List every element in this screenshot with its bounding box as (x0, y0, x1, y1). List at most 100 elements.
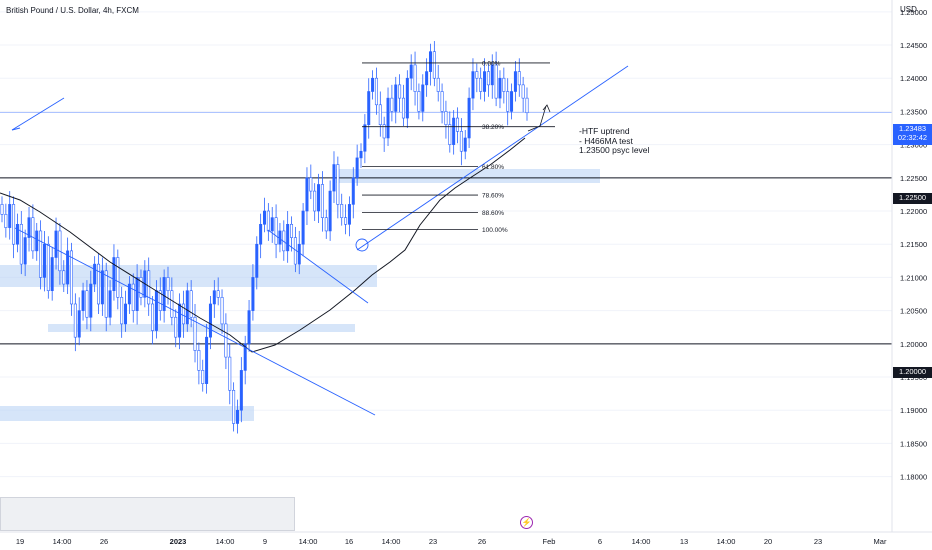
candle-body (506, 91, 510, 112)
candle-body (459, 131, 463, 152)
time-tick-label: Feb (543, 537, 556, 546)
time-tick-label: 20 (764, 537, 772, 546)
time-tick-label: 23 (429, 537, 437, 546)
price-tick-label: 1.21000 (900, 273, 927, 282)
candle-body (108, 290, 112, 318)
candle-body (139, 277, 143, 298)
price-tick-label: 1.20000 (900, 340, 927, 349)
candle-body (486, 71, 490, 86)
candle-body (262, 210, 266, 225)
candle-body (23, 237, 27, 265)
candle-body (398, 84, 402, 99)
price-axis[interactable]: 1.25000 1.24500 1.24000 1.23500 1.23000 1.225… (891, 0, 927, 532)
candle-body (247, 310, 251, 345)
candle-body (0, 204, 4, 215)
candle-body (517, 71, 521, 86)
candle-body (127, 283, 131, 305)
candle-body (208, 303, 212, 338)
candle-body (116, 257, 120, 298)
candle-body (220, 297, 224, 325)
candle-body (405, 77, 409, 119)
note-line: -HTF uptrend (579, 126, 630, 136)
time-tick-label: 14:00 (632, 537, 651, 546)
time-tick-label: 13 (680, 537, 688, 546)
candle-body (66, 250, 70, 285)
fib-level-label: -27.00% (482, 0, 506, 1)
arrow-tip (11, 127, 21, 131)
candle-body (77, 310, 81, 338)
candle-body (297, 243, 301, 265)
candle-body (31, 217, 35, 252)
candle-body (413, 64, 417, 92)
candle-body (266, 210, 270, 232)
fib-level-label: 78.60% (482, 193, 504, 200)
trend-line (267, 229, 369, 304)
zone-rect (48, 324, 355, 332)
candle-body (201, 370, 205, 384)
time-tick-label: 14:00 (299, 537, 318, 546)
trend-drawings[interactable] (0, 65, 629, 416)
candle-body (100, 270, 104, 305)
fibonacci-retracement[interactable]: -27.00% 0.00% 38.20% 61.80% 78.60% 88.60% 100.… (362, 0, 555, 234)
time-tick-label: 14:00 (216, 537, 235, 546)
candle-body (39, 230, 43, 278)
chart-title: British Pound / U.S. Dollar, 4h, FXCM (6, 6, 139, 15)
swing-low-marker (355, 238, 369, 252)
price-tick-label: 1.18500 (900, 439, 927, 448)
economic-event-icon[interactable]: ⚡ (520, 516, 533, 529)
volume-panel-placeholder (0, 497, 295, 531)
candle-body (97, 263, 101, 305)
candle-body (494, 64, 498, 99)
exchange-label: FXCM (116, 6, 139, 15)
candle-body (228, 356, 232, 391)
time-tick-label: Mar (874, 537, 887, 546)
candle-body (448, 124, 452, 145)
price-tick-label: 1.24000 (900, 74, 927, 83)
time-tick-label: 2023 (170, 537, 187, 546)
candle-body (235, 409, 239, 424)
candle-body (444, 111, 448, 125)
candle-body (193, 316, 197, 351)
trend-line (11, 97, 65, 131)
current-price-tag: 1.23483 02:32:42 (893, 124, 932, 145)
note-line: 1.23500 psyc level (579, 145, 650, 155)
interval-label: 4h (102, 6, 112, 15)
candle-body (259, 224, 263, 245)
candle-body (436, 77, 440, 92)
candle-body (62, 270, 66, 285)
candle-body (239, 370, 243, 411)
price-tick-label: 1.22500 (900, 174, 927, 183)
candle-body (483, 71, 487, 92)
candle-body (124, 303, 128, 325)
candle-body (367, 91, 371, 126)
symbol-name: British Pound / U.S. Dollar (6, 6, 99, 15)
candle-body (81, 290, 85, 311)
candle-body (216, 290, 220, 298)
candle-body (374, 77, 378, 106)
candle-body (73, 303, 77, 338)
candle-body (93, 263, 97, 285)
candle-body (54, 230, 58, 258)
time-axis[interactable]: 19 14:00 26 2023 14:00 9 14:00 16 14:00 23 26 Feb 6 1… (0, 531, 932, 546)
time-tick-label: 6 (598, 537, 602, 546)
price-tick-label: 1.24500 (900, 41, 927, 50)
time-tick-label: 14:00 (717, 537, 736, 546)
time-tick-label: 16 (345, 537, 353, 546)
candle-body (12, 204, 16, 245)
candle-body (232, 389, 236, 424)
price-tick-label: 1.21500 (900, 240, 927, 249)
price-tick-label: 1.23000 (900, 141, 927, 150)
price-tick-label: 1.25000 (900, 8, 927, 17)
candle-body (432, 51, 436, 79)
candle-body (479, 77, 483, 92)
candle-body (390, 97, 394, 112)
candle-body (42, 243, 46, 278)
candle-body (347, 204, 351, 225)
time-tick-label: 26 (100, 537, 108, 546)
candle-body (35, 230, 39, 252)
candle-body (255, 243, 259, 278)
candle-body (243, 343, 247, 371)
candlesticks[interactable] (0, 41, 529, 434)
candle-body (324, 217, 328, 232)
